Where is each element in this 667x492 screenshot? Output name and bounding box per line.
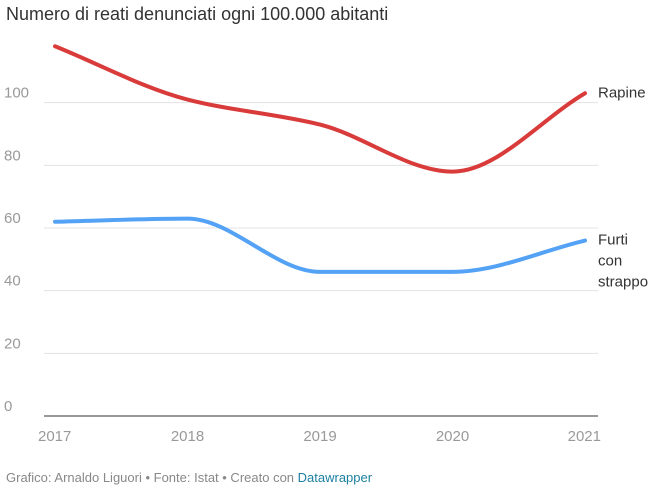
x-tick-label-2021: 2021 [568,428,601,445]
gridlines [44,102,598,417]
series-label-furti-con-strappo: Furti con strappo [598,232,648,291]
credit-text: Grafico: Arnaldo Liguori • Fonte: Istat … [6,470,298,485]
series-label-line: strappo [598,274,648,291]
y-tick-label-80: 80 [4,147,21,164]
datawrapper-link[interactable]: Datawrapper [297,470,373,485]
footer-credit: Grafico: Arnaldo Liguori • Fonte: Istat … [6,470,372,485]
x-tick-label-2017: 2017 [38,428,71,445]
y-tick-label-60: 60 [4,210,21,227]
series-label-line: con [598,253,622,270]
y-tick-label-0: 0 [4,398,12,415]
y-tick-label-40: 40 [4,273,21,290]
chart-title: Numero di reati denunciati ogni 100.000 … [6,4,389,24]
series-line-furti-con-strappo [53,216,587,274]
series-label-line: Rapine [598,84,646,101]
series-line-rapine [53,44,587,174]
series-labels: Rapine Furti con strappo [598,84,648,290]
y-axis-tick-labels: 0 20 40 60 80 100 [4,85,29,415]
x-tick-label-2020: 2020 [436,428,469,445]
x-tick-label-2018: 2018 [171,428,204,445]
series-label-line: Furti [598,232,628,249]
series-lines [53,44,587,274]
x-tick-label-2019: 2019 [303,428,336,445]
y-tick-label-100: 100 [4,85,29,102]
y-tick-label-20: 20 [4,335,21,352]
series-label-rapine: Rapine [598,84,646,101]
x-axis-tick-labels: 2017 2018 2019 2020 2021 [38,428,601,445]
